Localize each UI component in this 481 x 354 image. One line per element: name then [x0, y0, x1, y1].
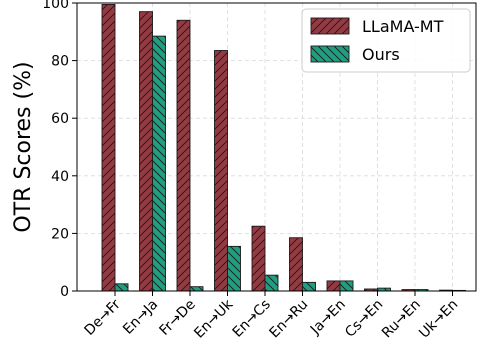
bar-hatch — [402, 289, 415, 291]
bar-hatch — [340, 280, 353, 291]
plot-frame — [76, 2, 477, 292]
bar-hatch — [102, 4, 115, 291]
bar-hatch — [115, 283, 128, 291]
x-axis-ticks: De→FrEn→JaFr→DeEn→UkEn→CsEn→RuJa→EnCs→En… — [81, 291, 461, 342]
y-tick-label: 0 — [60, 284, 69, 300]
bar-hatch — [252, 226, 265, 291]
x-tick-label: Ja→En — [307, 297, 349, 339]
x-tick-label: En→Ja — [120, 297, 161, 338]
legend-swatch-hatch — [311, 46, 349, 62]
x-tick-label: Uk→En — [416, 297, 461, 342]
bar-ours — [227, 245, 241, 292]
bar-ours — [339, 280, 354, 292]
x-tick-label: En→Uk — [191, 296, 237, 342]
bars-group — [101, 3, 466, 292]
y-tick-label: 60 — [51, 111, 69, 127]
legend-entry-llama-mt: LLaMA-MT — [310, 17, 444, 36]
bar-hatch — [377, 288, 391, 291]
bar-hatch — [265, 275, 278, 291]
y-axis-ticks: 0 20 40 60 80 100 — [42, 0, 77, 300]
bar-ours — [264, 274, 279, 292]
bar-llama-mt — [289, 237, 303, 292]
bar-hatch — [289, 237, 303, 291]
bar-llama-mt — [326, 280, 341, 292]
bar-ours — [152, 35, 166, 292]
bar-hatch — [152, 36, 166, 292]
bar-hatch — [327, 280, 340, 291]
bar-hatch — [177, 20, 190, 292]
legend-entry-ours: Ours — [310, 45, 400, 64]
bar-ours — [189, 286, 204, 292]
x-tick-label: En→Ru — [266, 297, 311, 342]
y-tick-label: 100 — [42, 0, 69, 12]
bar-hatch — [364, 288, 378, 291]
legend-label: Ours — [362, 45, 400, 64]
legend: LLaMA-MT Ours — [301, 8, 471, 73]
legend-label: LLaMA-MT — [362, 17, 444, 36]
y-tick-label: 40 — [51, 169, 69, 185]
x-tick-label: Ru→En — [379, 297, 424, 342]
y-tick-label: 80 — [51, 54, 69, 70]
x-tick-label: En→Cs — [230, 297, 274, 341]
legend-swatch-hatch — [311, 18, 349, 34]
x-tick-label: Cs→En — [342, 297, 386, 341]
x-tick-label: De→Fr — [81, 296, 124, 339]
bar-hatch — [139, 11, 153, 291]
bar-hatch — [227, 246, 241, 291]
bar-llama-mt — [251, 225, 266, 292]
bar-ours — [114, 283, 129, 292]
y-axis-title: OTR Scores (%) — [11, 61, 36, 232]
bar-llama-mt — [139, 11, 153, 292]
bar-hatch — [415, 289, 428, 291]
axes — [76, 2, 477, 292]
bar-hatch — [214, 50, 228, 291]
bar-hatch — [190, 286, 203, 291]
bar-hatch — [302, 282, 316, 291]
bar-ours — [302, 281, 316, 292]
bar-llama-mt — [214, 50, 228, 292]
y-tick-label: 20 — [51, 226, 69, 242]
bar-llama-mt — [101, 3, 116, 292]
bar-llama-mt — [176, 19, 191, 292]
